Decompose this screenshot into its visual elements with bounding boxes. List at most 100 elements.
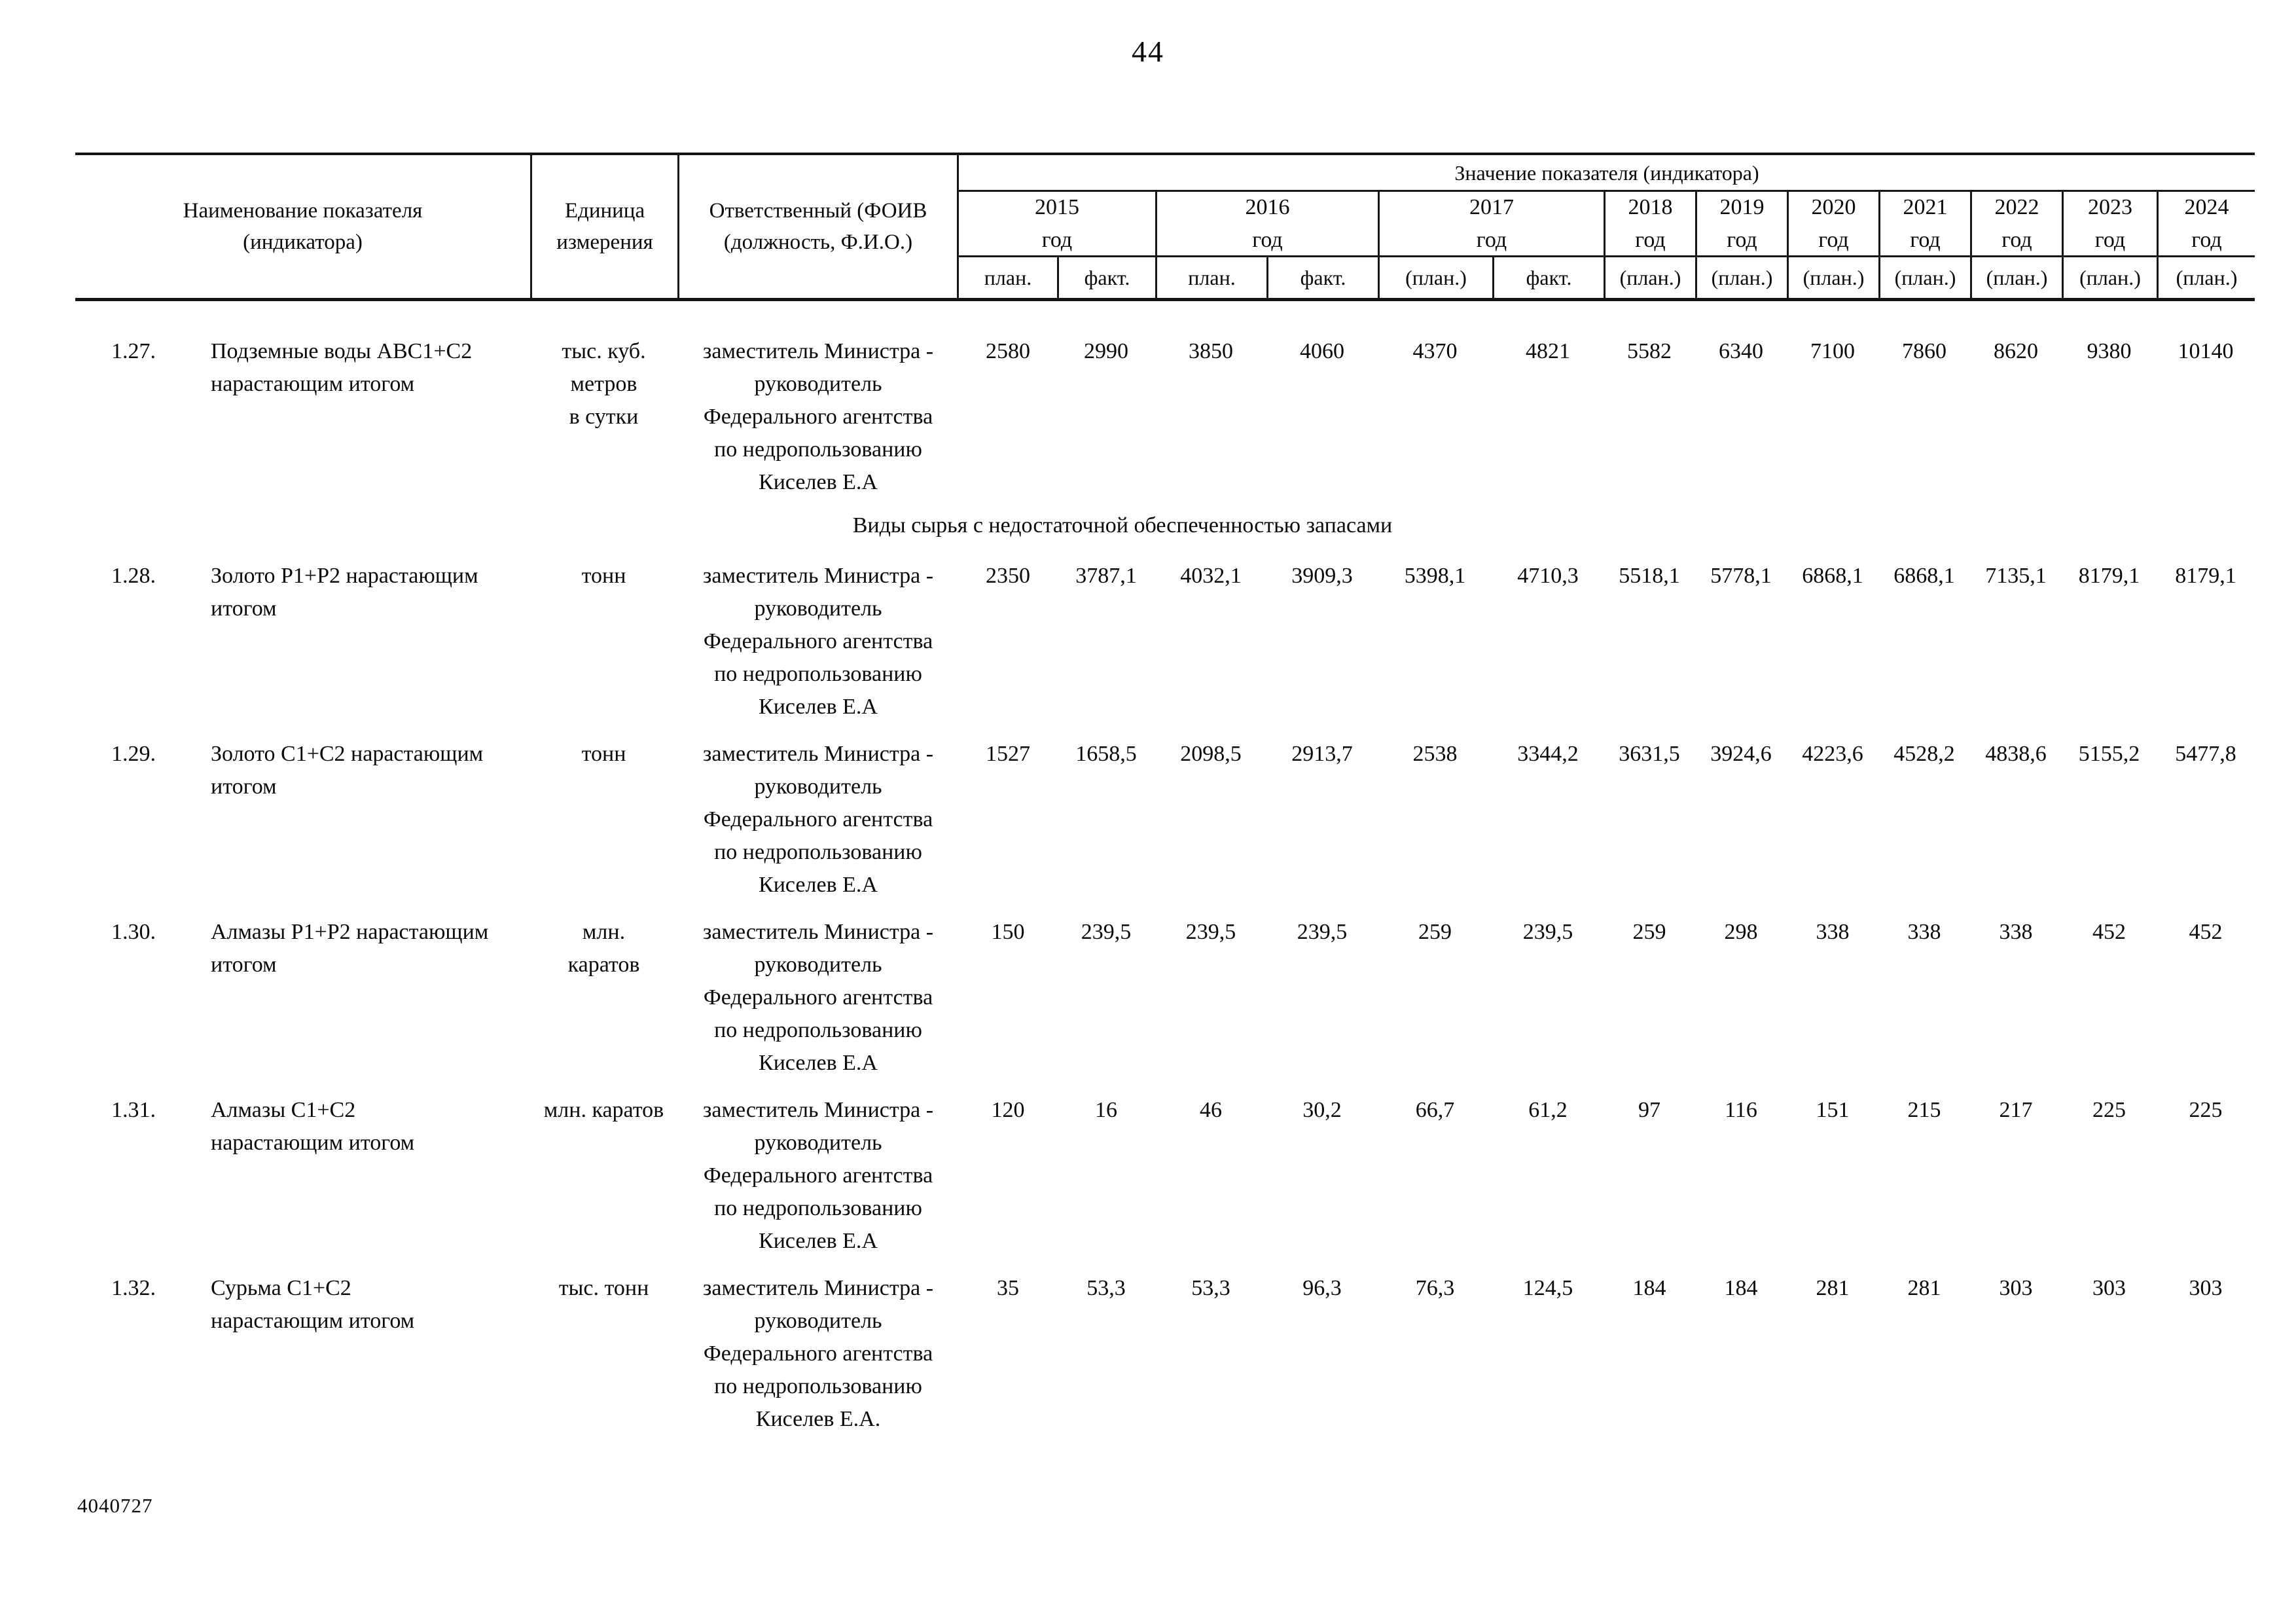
value-cell: 4838,6 bbox=[1985, 742, 2047, 766]
indicator-name: Алмазы Р1+Р2 нарастающим итогом bbox=[211, 920, 489, 977]
value-cell: 5778,1 bbox=[1710, 564, 1772, 588]
value-cell: 338 bbox=[1816, 920, 1850, 944]
value-cell: 6868,1 bbox=[1802, 564, 1863, 588]
table-header: Наименование показателя (индикатора) Еди… bbox=[75, 153, 2255, 301]
row-number: 1.28. bbox=[111, 564, 156, 588]
header-responsible: Ответственный (ФОИВ (должность, Ф.И.О.) bbox=[677, 155, 959, 298]
value-cell: 9380 bbox=[2087, 339, 2132, 363]
value-cell: 217 bbox=[1999, 1098, 2033, 1122]
row-number: 1.31. bbox=[111, 1098, 156, 1122]
value-cell: 5398,1 bbox=[1404, 564, 1466, 588]
value-cell: 259 bbox=[1418, 920, 1452, 944]
value-cell: 61,2 bbox=[1528, 1098, 1568, 1122]
value-cell: 303 bbox=[2092, 1276, 2126, 1300]
unit: тонн bbox=[581, 564, 626, 588]
value-cell: 76,3 bbox=[1415, 1276, 1455, 1300]
table-row: 1.28. Золото Р1+Р2 нарастающим итогом то… bbox=[75, 560, 2255, 723]
value-cell: 3631,5 bbox=[1619, 742, 1680, 766]
row-number: 1.29. bbox=[111, 742, 156, 766]
value-cell: 7135,1 bbox=[1985, 564, 2047, 588]
value-cell: 452 bbox=[2092, 920, 2126, 944]
value-cell: 66,7 bbox=[1415, 1098, 1455, 1122]
header-sub-2019-plan: (план.) bbox=[1695, 257, 1787, 298]
header-sub-2017-plan: (план.) bbox=[1378, 257, 1492, 298]
value-cell: 298 bbox=[1724, 920, 1758, 944]
value-cell: 46 bbox=[1200, 1098, 1222, 1122]
header-value-group: Значение показателя (индикатора) bbox=[959, 155, 2255, 192]
value-cell: 120 bbox=[991, 1098, 1025, 1122]
table-row: 1.29. Золото С1+С2 нарастающим итогом то… bbox=[75, 738, 2255, 902]
value-cell: 184 bbox=[1724, 1276, 1758, 1300]
value-cell: 10140 bbox=[2178, 339, 2234, 363]
value-cell: 239,5 bbox=[1081, 920, 1132, 944]
value-cell: 4710,3 bbox=[1517, 564, 1579, 588]
value-cell: 303 bbox=[1999, 1276, 2033, 1300]
value-cell: 239,5 bbox=[1297, 920, 1348, 944]
value-cell: 1658,5 bbox=[1075, 742, 1137, 766]
value-cell: 4032,1 bbox=[1180, 564, 1242, 588]
value-cell: 5477,8 bbox=[2175, 742, 2236, 766]
value-cell: 215 bbox=[1907, 1098, 1941, 1122]
header-indicator-name: Наименование показателя (индикатора) bbox=[183, 199, 423, 254]
table-row: 1.32. Сурьма С1+С2 нарастающим итогом ты… bbox=[75, 1272, 2255, 1436]
table-body: 1.27. Подземные воды АВС1+С2 нарастающим… bbox=[75, 335, 2255, 1436]
row-number: 1.30. bbox=[111, 920, 156, 944]
value-cell: 303 bbox=[2189, 1276, 2223, 1300]
header-sub-2018-plan: (план.) bbox=[1604, 257, 1695, 298]
value-cell: 5582 bbox=[1627, 339, 1672, 363]
value-cell: 5155,2 bbox=[2078, 742, 2140, 766]
unit: млн. каратов bbox=[543, 1098, 664, 1122]
indicator-name: Золото С1+С2 нарастающим итогом bbox=[211, 742, 484, 799]
value-cell: 2098,5 bbox=[1180, 742, 1242, 766]
value-cell: 96,3 bbox=[1302, 1276, 1342, 1300]
value-cell: 3924,6 bbox=[1710, 742, 1772, 766]
value-cell: 124,5 bbox=[1522, 1276, 1573, 1300]
header-sub-2022-plan: (план.) bbox=[1970, 257, 2062, 298]
value-cell: 3909,3 bbox=[1291, 564, 1353, 588]
indicator-name: Сурьма С1+С2 нарастающим итогом bbox=[211, 1276, 415, 1333]
unit: млн. каратов bbox=[567, 920, 640, 977]
value-cell: 2580 bbox=[986, 339, 1030, 363]
header-unit: Единица измерения bbox=[530, 155, 677, 298]
responsible: заместитель Министра - руководитель Феде… bbox=[702, 564, 934, 719]
responsible: заместитель Министра - руководитель Феде… bbox=[702, 742, 934, 897]
responsible: заместитель Министра - руководитель Феде… bbox=[702, 339, 934, 494]
value-cell: 97 bbox=[1638, 1098, 1660, 1122]
value-cell: 2538 bbox=[1412, 742, 1458, 766]
value-cell: 35 bbox=[997, 1276, 1019, 1300]
value-cell: 7860 bbox=[1902, 339, 1946, 363]
row-number: 1.27. bbox=[111, 339, 156, 363]
value-cell: 239,5 bbox=[1522, 920, 1573, 944]
value-cell: 338 bbox=[1907, 920, 1941, 944]
table-row: 1.31. Алмазы С1+С2 нарастающим итогом мл… bbox=[75, 1094, 2255, 1258]
value-cell: 452 bbox=[2189, 920, 2223, 944]
value-cell: 184 bbox=[1632, 1276, 1666, 1300]
header-sub-2015-plan: план. bbox=[984, 266, 1032, 289]
header-year-2015: 2015 год bbox=[959, 192, 1155, 257]
value-cell: 259 bbox=[1632, 920, 1666, 944]
value-cell: 4528,2 bbox=[1893, 742, 1955, 766]
header-year-2024: 2024 год bbox=[2157, 192, 2255, 257]
value-cell: 6340 bbox=[1719, 339, 1763, 363]
unit: тонн bbox=[581, 742, 626, 766]
indicator-name: Золото Р1+Р2 нарастающим итогом bbox=[211, 564, 478, 621]
document-code: 4040727 bbox=[77, 1494, 153, 1517]
indicator-name: Подземные воды АВС1+С2 нарастающим итого… bbox=[211, 339, 473, 396]
value-cell: 239,5 bbox=[1185, 920, 1236, 944]
header-year-2020: 2020 год bbox=[1787, 192, 1878, 257]
header-sub-2023-plan: (план.) bbox=[2062, 257, 2157, 298]
value-cell: 53,3 bbox=[1191, 1276, 1230, 1300]
header-sub-2016-fact: факт. bbox=[1266, 257, 1378, 298]
value-cell: 225 bbox=[2092, 1098, 2126, 1122]
value-cell: 8179,1 bbox=[2078, 564, 2140, 588]
header-year-2023: 2023 год bbox=[2062, 192, 2157, 257]
value-cell: 281 bbox=[1907, 1276, 1941, 1300]
value-cell: 4060 bbox=[1300, 339, 1344, 363]
value-cell: 7100 bbox=[1810, 339, 1855, 363]
value-cell: 116 bbox=[1725, 1098, 1757, 1122]
value-cell: 3850 bbox=[1189, 339, 1233, 363]
value-cell: 3344,2 bbox=[1517, 742, 1579, 766]
indicator-name: Алмазы С1+С2 нарастающим итогом bbox=[211, 1098, 415, 1155]
value-cell: 2913,7 bbox=[1291, 742, 1353, 766]
table-row: 1.30. Алмазы Р1+Р2 нарастающим итогом мл… bbox=[75, 916, 2255, 1080]
